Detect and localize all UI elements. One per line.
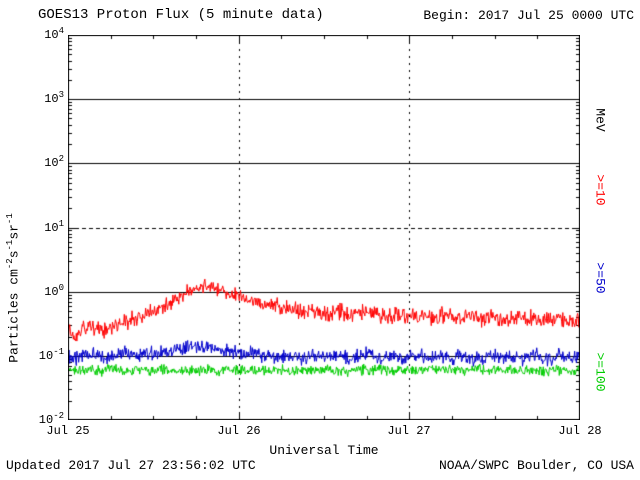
series-threshold-label: >=50	[592, 262, 608, 294]
source-credit: NOAA/SWPC Boulder, CO USA	[438, 458, 634, 473]
y-tick-label: 10-1	[38, 346, 64, 363]
series-threshold-label: >=100	[592, 352, 608, 392]
series-threshold-label: >=10	[592, 174, 608, 206]
x-axis-label: Universal Time	[269, 443, 379, 458]
y-tick-label: 100	[44, 282, 64, 299]
y-tick-label: 102	[44, 154, 64, 171]
x-tick-label: Jul 27	[387, 424, 431, 438]
begin-timestamp: Begin: 2017 Jul 25 0000 UTC	[423, 8, 634, 23]
y-tick-label: 103	[44, 90, 64, 107]
y-tick-label: 10-2	[38, 411, 64, 428]
y-tick-label: 101	[44, 218, 64, 235]
y-tick-label: 104	[44, 26, 64, 43]
right-axis-unit-label: MeV	[592, 108, 608, 132]
x-tick-label: Jul 26	[217, 424, 261, 438]
y-axis-label: Particles cm-2s-1sr-1	[5, 213, 22, 363]
x-tick-label: Jul 25	[46, 424, 90, 438]
plot-area	[68, 35, 580, 420]
chart-title: GOES13 Proton Flux (5 minute data)	[38, 7, 324, 23]
proton-flux-canvas	[68, 35, 580, 420]
updated-timestamp: Updated 2017 Jul 27 23:56:02 UTC	[6, 458, 256, 473]
x-tick-label: Jul 28	[558, 424, 602, 438]
